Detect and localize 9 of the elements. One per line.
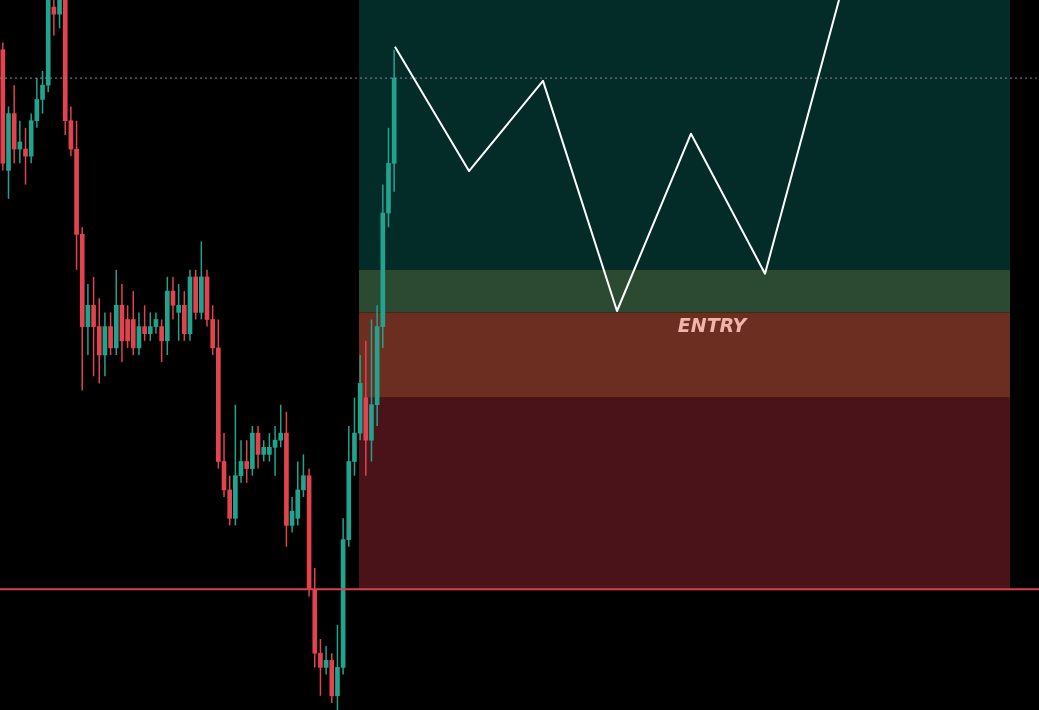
candlestick: [301, 453, 306, 498]
candlestick: [142, 304, 147, 342]
candlestick: [159, 318, 164, 363]
candlestick: [244, 439, 250, 484]
candlestick: [57, 0, 62, 30]
candlestick: [108, 311, 113, 356]
candlestick: [23, 127, 28, 186]
candlestick: [176, 283, 181, 342]
text: ENTRY: [677, 314, 749, 337]
